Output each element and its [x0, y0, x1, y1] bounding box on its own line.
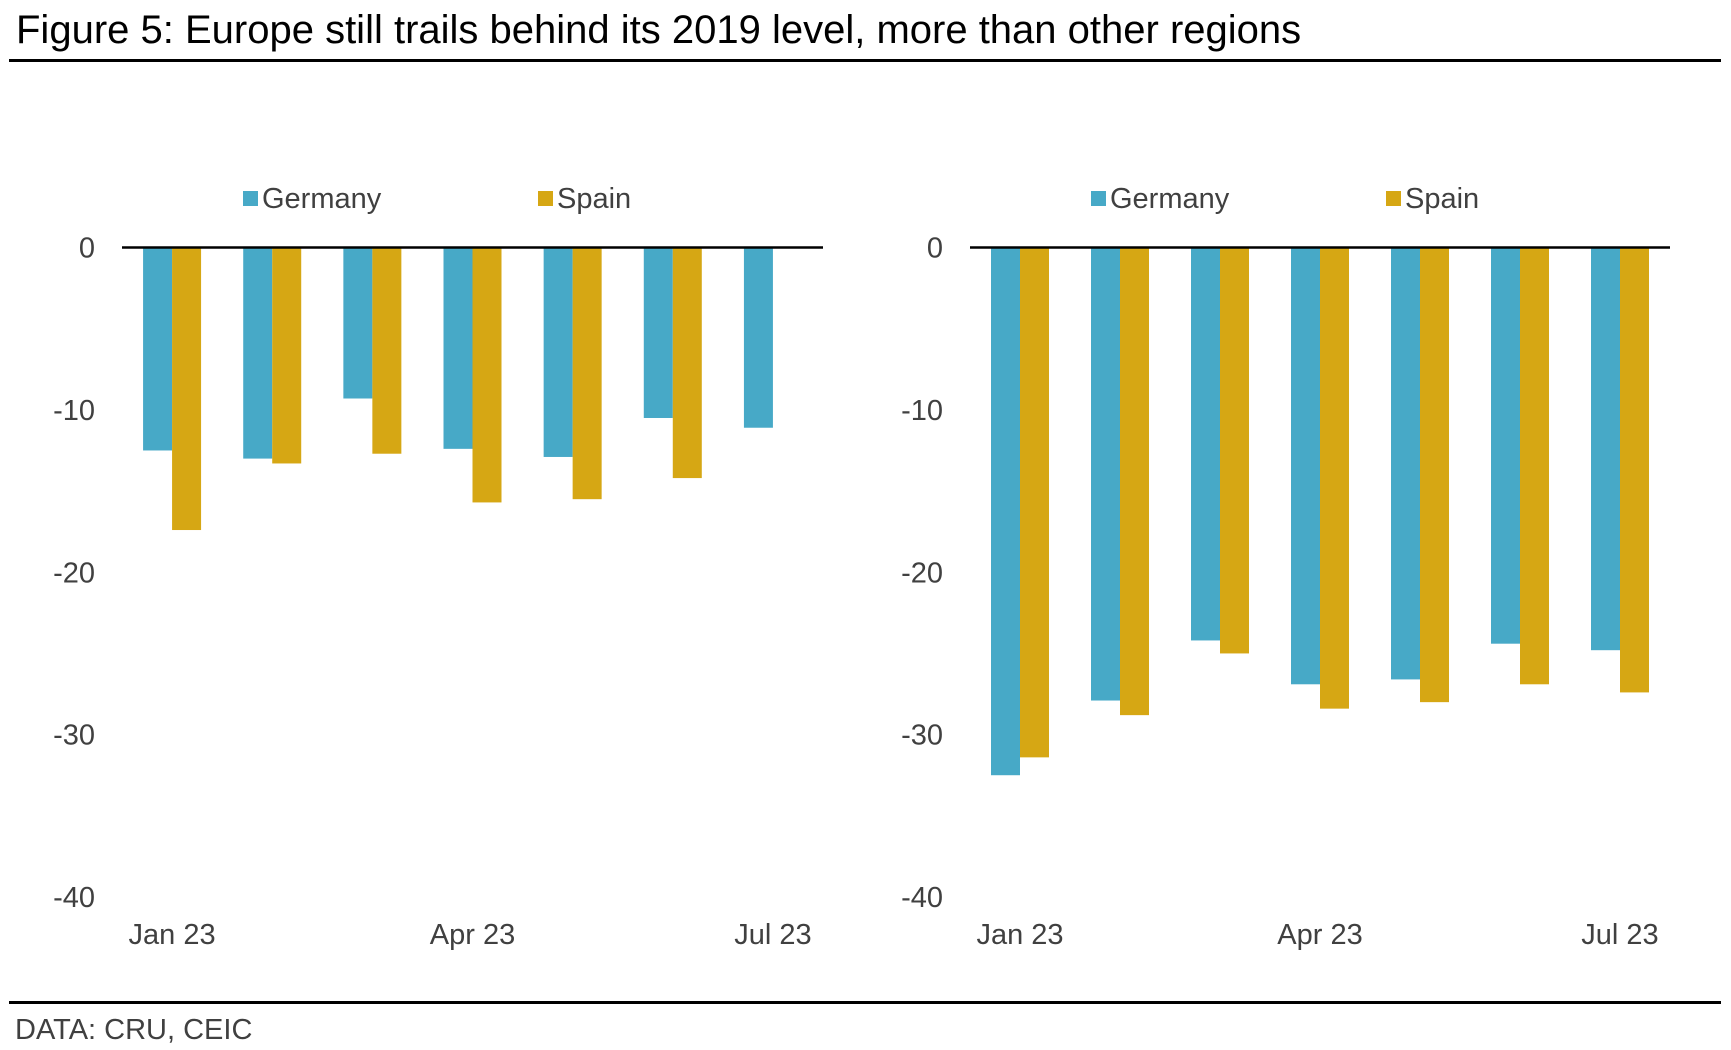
y-tick-label: -40	[53, 882, 95, 914]
bar-spain-jun-23	[672, 247, 702, 479]
bar-spain-apr-23	[1320, 247, 1349, 709]
legend-label-spain: Spain	[557, 183, 631, 215]
title-divider	[9, 59, 1721, 62]
bar-germany-may-23	[1391, 247, 1420, 680]
y-tick-label: -40	[901, 882, 943, 914]
bar-spain-jun-23	[1520, 247, 1549, 685]
bar-spain-mar-23	[372, 247, 402, 454]
bar-germany-feb-23	[243, 247, 273, 459]
bar-germany-jun-23	[1491, 247, 1520, 644]
figure-title: Figure 5: Europe still trails behind its…	[16, 8, 1302, 52]
y-tick-label: 0	[79, 233, 95, 265]
bar-spain-may-23	[572, 247, 602, 500]
bar-germany-apr-23	[1291, 247, 1320, 685]
source-note: DATA: CRU, CEIC	[15, 1014, 253, 1046]
bar-spain-feb-23	[272, 247, 302, 464]
y-tick-label: -30	[53, 720, 95, 752]
y-tick-label: -10	[901, 395, 943, 427]
x-tick-label: Jul 23	[734, 919, 811, 951]
bar-germany-jul-23	[1591, 247, 1620, 651]
bar-germany-may-23	[543, 247, 573, 457]
legend-swatch-spain	[538, 191, 553, 206]
legend-label-germany: Germany	[262, 183, 382, 215]
legend-swatch-germany	[243, 191, 258, 206]
bar-germany-mar-23	[343, 247, 373, 399]
bar-germany-apr-23	[443, 247, 473, 449]
bar-germany-mar-23	[1191, 247, 1220, 641]
x-tick-label: Jan 23	[129, 919, 216, 951]
legend-swatch-spain	[1386, 191, 1401, 206]
bar-germany-feb-23	[1091, 247, 1120, 701]
x-tick-label: Apr 23	[430, 919, 515, 951]
bar-germany-jan-23	[143, 247, 173, 451]
y-tick-label: -30	[901, 720, 943, 752]
bar-spain-mar-23	[1220, 247, 1249, 654]
bar-spain-jan-23	[1020, 247, 1049, 758]
y-tick-label: -20	[53, 557, 95, 589]
bar-spain-apr-23	[472, 247, 502, 503]
x-tick-label: Jan 23	[976, 919, 1063, 951]
source-divider	[9, 1001, 1721, 1004]
bar-spain-feb-23	[1120, 247, 1149, 716]
y-tick-label: -20	[901, 557, 943, 589]
bar-germany-jun-23	[643, 247, 673, 418]
bar-spain-jan-23	[172, 247, 202, 531]
bar-spain-jul-23	[1620, 247, 1649, 693]
legend-label-spain: Spain	[1405, 183, 1479, 215]
legend-swatch-germany	[1091, 191, 1106, 206]
y-tick-label: 0	[927, 233, 943, 265]
bar-germany-jan-23	[991, 247, 1020, 776]
x-tick-label: Apr 23	[1277, 919, 1362, 951]
chart-panel-left: 0 -10 -20 -30 -40 Jan 23 Apr 23 Jul 23 Germany Sp…	[53, 183, 823, 951]
bar-germany-jul-23	[743, 247, 773, 428]
y-tick-label: -10	[53, 395, 95, 427]
bar-spain-may-23	[1420, 247, 1449, 703]
chart-panel-right: 0 -10 -20 -30 -40 Jan 23 Apr 23 Jul 23 Germany Sp…	[901, 183, 1670, 951]
legend-label-germany: Germany	[1110, 183, 1230, 215]
x-tick-label: Jul 23	[1581, 919, 1658, 951]
